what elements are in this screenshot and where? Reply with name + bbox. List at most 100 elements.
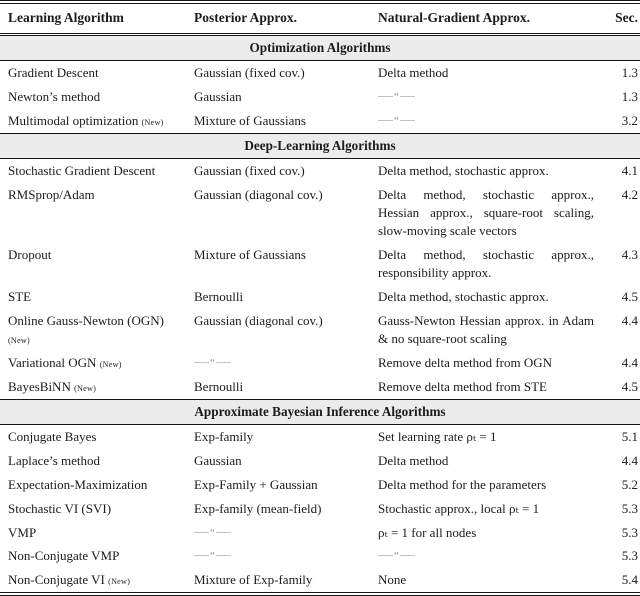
cell-posterior: Gaussian (fixed cov.) xyxy=(194,163,305,179)
cell-natural-gradient: “ xyxy=(378,109,602,133)
section-title: Optimization Algorithms xyxy=(0,33,640,62)
new-tag: (New) xyxy=(8,335,30,345)
table-row: RMSprop/Adam Gaussian (diagonal cov.) Delt… xyxy=(0,183,640,243)
cell-section-number: 1.3 xyxy=(621,89,638,105)
cell-posterior: “ xyxy=(194,521,378,545)
cell-algorithm: Online Gauss-Newton (OGN) (New) xyxy=(8,312,164,345)
new-tag: (New) xyxy=(74,383,97,393)
ditto-mark: “ xyxy=(194,548,231,563)
cell-posterior: Mixture of Gaussians xyxy=(194,113,306,129)
bottom-rule xyxy=(0,592,640,596)
cell-algorithm: Laplace’s method xyxy=(8,452,101,468)
ditto-mark: “ xyxy=(194,525,231,540)
cell-algorithm: Variational OGN (New) xyxy=(8,354,122,370)
section-header-row: Deep-Learning Algorithms xyxy=(0,133,640,160)
new-tag: (New) xyxy=(141,118,164,128)
cell-natural-gradient: Delta method xyxy=(378,65,449,81)
cell-algorithm: BayesBiNN (New) xyxy=(8,378,97,394)
ditto-mark: “ xyxy=(194,355,231,370)
cell-posterior: Exp-Family + Gaussian xyxy=(194,476,318,492)
cell-natural-gradient: Stochastic approx., local ρₜ = 1 xyxy=(378,500,540,516)
table-row: Stochastic VI (SVI) Exp-family (mean-fiel… xyxy=(0,497,640,521)
cell-posterior: Bernoulli xyxy=(194,288,244,304)
table-row: Laplace’s method Gaussian Delta method 4.4 xyxy=(0,449,640,473)
table-row: STE Bernoulli Delta method, stochastic app… xyxy=(0,285,640,309)
cell-natural-gradient: Gauss-Newton Hessian approx. in Adam & n… xyxy=(378,312,594,346)
cell-natural-gradient: Remove delta method from OGN xyxy=(378,354,553,370)
cell-posterior: Exp-family xyxy=(194,428,254,444)
cell-natural-gradient: Delta method, stochastic approx., Hessia… xyxy=(378,187,594,239)
new-tag: (New) xyxy=(99,359,122,369)
ditto-mark: “ xyxy=(378,548,415,563)
cell-posterior: Gaussian (diagonal cov.) xyxy=(194,187,323,203)
cell-section-number: 3.2 xyxy=(621,113,638,129)
cell-algorithm: RMSprop/Adam xyxy=(8,187,95,203)
table-row: Newton’s method Gaussian “ 1.3 xyxy=(0,85,640,109)
table-row: Multimodal optimization (New) Mixture of … xyxy=(0,109,640,133)
cell-algorithm: Gradient Descent xyxy=(8,65,99,81)
cell-algorithm: Stochastic VI (SVI) xyxy=(8,500,112,516)
cell-posterior: “ xyxy=(194,544,378,568)
cell-section-number: 5.3 xyxy=(621,548,638,564)
section-header-row: Optimization Algorithms xyxy=(0,33,640,62)
table-row: Conjugate Bayes Exp-family Set learning ra… xyxy=(0,424,640,448)
cell-algorithm: Dropout xyxy=(8,247,52,262)
cell-section-number: 5.2 xyxy=(621,476,638,492)
table-row: Non-Conjugate VI (New) Mixture of Exp-fam… xyxy=(0,568,640,592)
table-row: Dropout Mixture of Gaussians Delta method,… xyxy=(0,243,640,285)
cell-natural-gradient: “ xyxy=(378,544,602,568)
table-body: Optimization Algorithms Gradient Descent G… xyxy=(0,33,640,593)
cell-posterior: “ xyxy=(194,351,378,375)
column-header-sec: Sec. xyxy=(602,4,640,36)
cell-section-number: 4.4 xyxy=(621,312,638,328)
cell-section-number: 4.5 xyxy=(621,288,638,304)
ditto-mark: “ xyxy=(378,89,415,104)
cell-posterior: Gaussian xyxy=(194,452,242,468)
cell-algorithm: Stochastic Gradient Descent xyxy=(8,163,156,179)
cell-natural-gradient: Delta method, stochastic approx., respon… xyxy=(378,247,594,280)
cell-natural-gradient: Delta method, stochastic approx. xyxy=(378,163,549,179)
cell-posterior: Mixture of Exp-family xyxy=(194,572,313,588)
section-header-row: Approximate Bayesian Inference Algorithm… xyxy=(0,398,640,425)
cell-posterior: Mixture of Gaussians xyxy=(194,247,306,262)
cell-section-number: 1.3 xyxy=(621,65,638,81)
table-row: Stochastic Gradient Descent Gaussian (fix… xyxy=(0,159,640,183)
cell-section-number: 5.3 xyxy=(621,524,638,540)
cell-natural-gradient: Delta method for the parameters xyxy=(378,476,547,492)
cell-algorithm: Conjugate Bayes xyxy=(8,428,97,444)
cell-section-number: 4.5 xyxy=(621,378,638,394)
cell-section-number: 5.1 xyxy=(621,428,638,444)
cell-natural-gradient: None xyxy=(378,572,407,588)
cell-posterior: Gaussian xyxy=(194,89,242,105)
cell-section-number: 4.4 xyxy=(621,354,638,370)
cell-section-number: 5.3 xyxy=(621,500,638,516)
table-row: Gradient Descent Gaussian (fixed cov.) Del… xyxy=(0,61,640,85)
cell-algorithm: Non-Conjugate VMP xyxy=(8,548,120,564)
cell-natural-gradient: Set learning rate ρₜ = 1 xyxy=(378,428,497,444)
cell-section-number: 4.4 xyxy=(621,452,638,468)
table-row: Non-Conjugate VMP “ “ 5.3 xyxy=(0,544,640,568)
table-row: Expectation-Maximization Exp-Family + Gau… xyxy=(0,473,640,497)
cell-posterior: Exp-family (mean-field) xyxy=(194,500,322,516)
table-row: Variational OGN (New) “ Remove delta metho… xyxy=(0,351,640,375)
column-header-posterior-approx: Posterior Approx. xyxy=(194,4,378,36)
section-title: Deep-Learning Algorithms xyxy=(0,133,640,160)
cell-algorithm: Expectation-Maximization xyxy=(8,476,148,492)
cell-natural-gradient: Delta method, stochastic approx. xyxy=(378,288,549,304)
cell-posterior: Gaussian (diagonal cov.) xyxy=(194,312,323,328)
cell-algorithm: Multimodal optimization (New) xyxy=(8,113,164,129)
section-title: Approximate Bayesian Inference Algorithm… xyxy=(0,398,640,425)
column-header-natural-gradient-approx: Natural-Gradient Approx. xyxy=(378,4,602,36)
cell-natural-gradient: Remove delta method from STE xyxy=(378,378,547,394)
cell-algorithm: STE xyxy=(8,288,32,304)
cell-natural-gradient: “ xyxy=(378,85,602,109)
cell-algorithm: Non-Conjugate VI (New) xyxy=(8,572,131,588)
cell-section-number: 4.1 xyxy=(621,163,638,179)
cell-algorithm: VMP xyxy=(8,524,37,540)
cell-section-number: 5.4 xyxy=(621,572,638,588)
new-tag: (New) xyxy=(108,577,131,587)
algorithms-table: Learning Algorithm Posterior Approx. Nat… xyxy=(0,4,640,592)
cell-algorithm: Newton’s method xyxy=(8,89,101,105)
cell-posterior: Bernoulli xyxy=(194,378,244,394)
